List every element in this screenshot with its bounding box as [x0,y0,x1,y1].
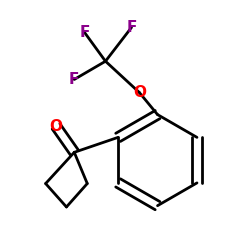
Text: F: F [126,20,137,35]
Text: F: F [69,72,80,87]
Text: O: O [133,85,146,100]
Text: F: F [80,25,90,40]
Text: O: O [50,119,62,134]
